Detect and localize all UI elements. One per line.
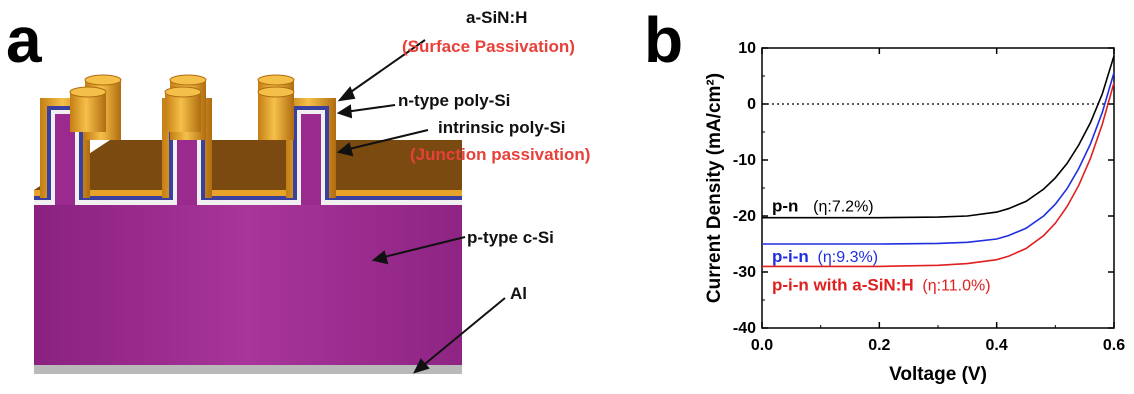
annotation-arrows <box>336 39 506 374</box>
al-back-contact <box>34 365 462 374</box>
label-n-poly: n-type poly-Si <box>398 91 511 110</box>
y-axis-label: Current Density (mA/cm²) <box>704 73 725 303</box>
jv-chart: 0.0 0.2 0.4 0.6 10 0 -10 -20 -30 -40 Voltage (V) Cu… <box>704 40 1125 385</box>
label-al: Al <box>510 284 527 303</box>
label-p-csi: p-type c-Si <box>467 228 554 247</box>
y-tick-label: -10 <box>733 152 756 169</box>
series-name: p-n <box>772 197 803 216</box>
x-tick-label: 0.2 <box>868 337 890 354</box>
series-name: p-i-n with a-SiN:H <box>772 275 918 294</box>
device-schematic <box>34 39 506 374</box>
y-tick-label: -40 <box>733 320 756 337</box>
series-label-3: p-i-n with a-SiN:H (η:11.0%) <box>772 275 991 294</box>
x-tick-label: 0.4 <box>986 337 1008 354</box>
panel-letter-b: b <box>644 4 684 76</box>
pillar-3 <box>286 98 336 205</box>
label-surface-passivation: (Surface Passivation) <box>402 37 575 56</box>
series-efficiency: (η:7.2%) <box>813 199 873 216</box>
x-tick-label: 0.6 <box>1103 337 1125 354</box>
back-cylinders <box>69 74 295 140</box>
x-tick-label: 0.0 <box>751 337 773 354</box>
panel-letter-a: a <box>6 4 42 76</box>
series-label-1: p-n (η:7.2%) <box>772 197 874 216</box>
series-label-2: p-i-n (η:9.3%) <box>772 247 878 266</box>
top-surface <box>34 140 462 205</box>
label-intrinsic-poly: intrinsic poly-Si <box>438 118 566 137</box>
label-sinh: a-SiN:H <box>466 8 528 27</box>
y-tick-label: 10 <box>738 40 756 57</box>
y-tick-label: -20 <box>733 208 756 225</box>
series-line-1 <box>762 55 1115 219</box>
panel-b-jv-chart: b 0.0 0.2 0.4 0.6 10 0 -10 -20 -30 -40 Voltage (V)… <box>640 0 1134 394</box>
series-efficiency: (η:11.0%) <box>922 277 990 294</box>
y-tick-label: 0 <box>747 96 756 113</box>
series-line-2 <box>762 72 1115 245</box>
label-junction-passivation: (Junction passivation) <box>410 145 591 164</box>
x-axis-label: Voltage (V) <box>889 364 987 385</box>
series-line-3 <box>762 82 1115 268</box>
series-efficiency: (η:9.3%) <box>818 249 878 266</box>
series-name: p-i-n <box>772 247 814 266</box>
panel-a-schematic: a <box>6 4 591 374</box>
p-type-substrate <box>34 205 462 365</box>
y-tick-label: -30 <box>733 264 756 281</box>
